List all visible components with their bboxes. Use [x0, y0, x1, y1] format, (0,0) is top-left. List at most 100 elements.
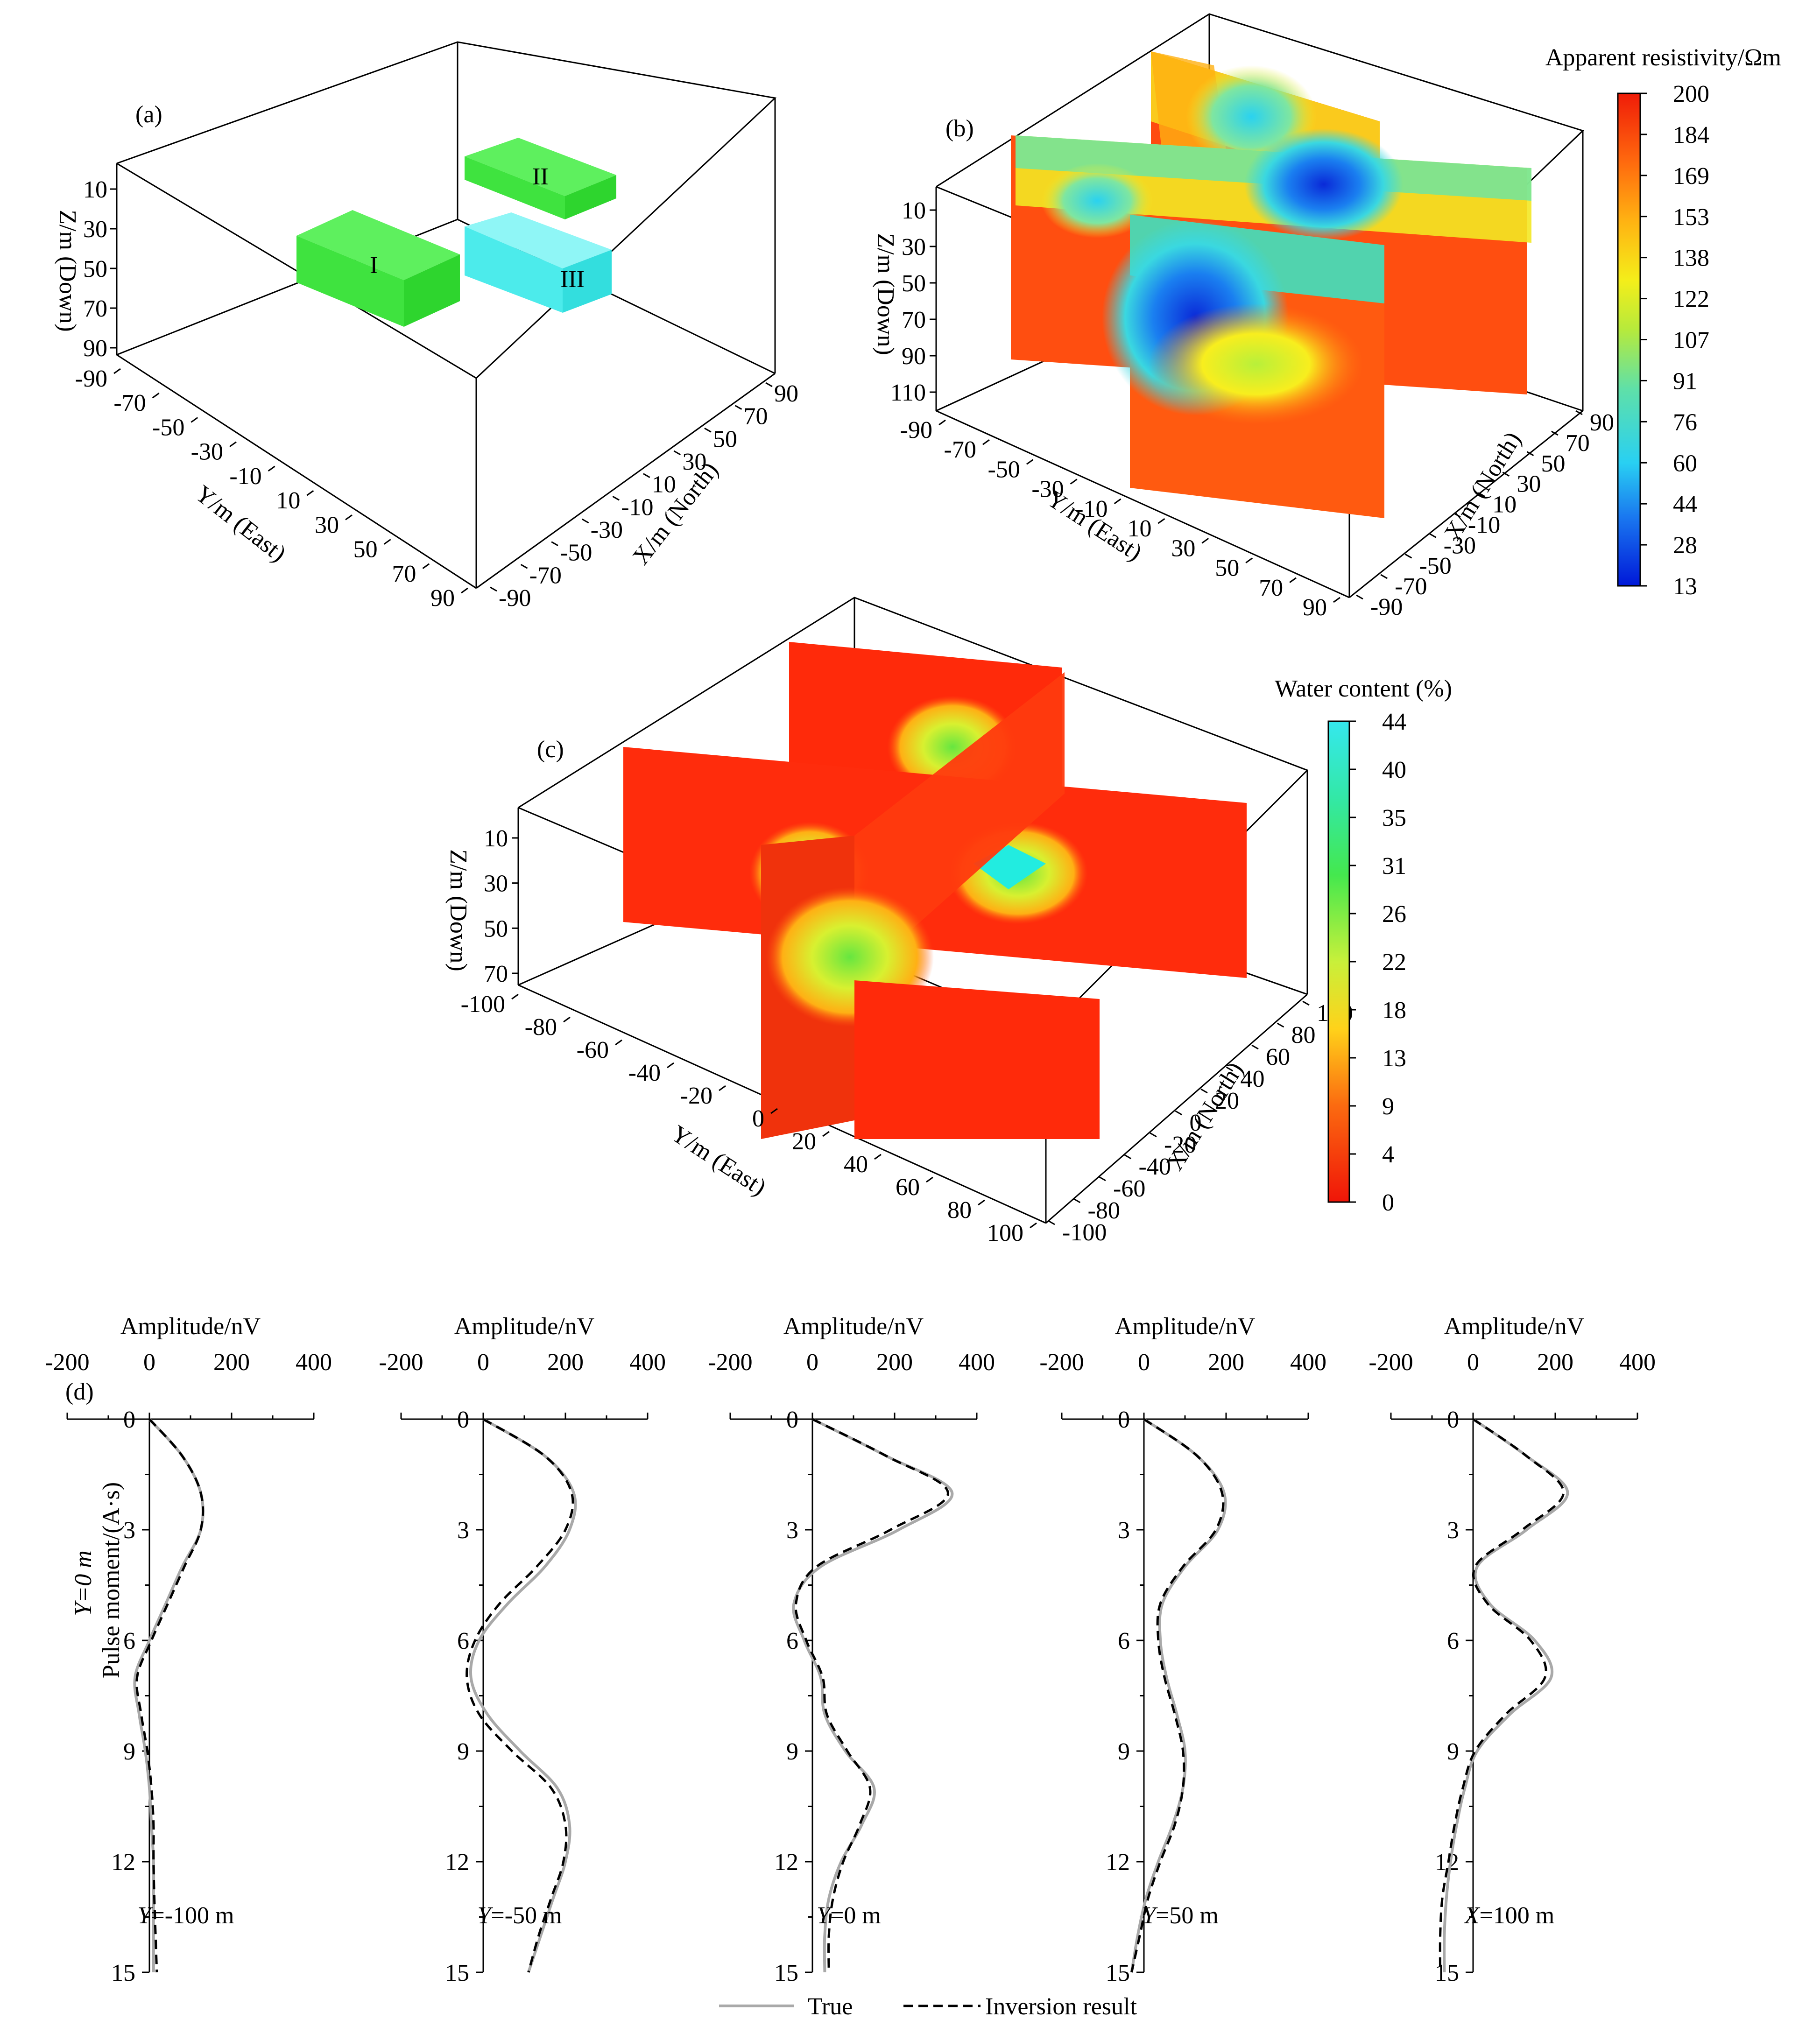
panel-c-z-label: 50	[484, 915, 508, 942]
panel-c-z-label: 70	[484, 961, 508, 987]
subplot-y-tick-label: 9	[786, 1738, 798, 1765]
caption-var: Y	[1142, 1902, 1158, 1929]
panel-a-y-tick	[268, 465, 275, 472]
colorbar-resistivity-label: 60	[1673, 450, 1697, 477]
subplot-1: Amplitude/nV -200 0 200 400 0 3 6 9 12 15 Y=-100 m	[45, 1313, 332, 1986]
panel-c-x-tick	[1226, 1066, 1234, 1072]
panel-c-z-label: Z/m (Down)	[445, 849, 472, 971]
panel-b-y-ticks: -90 -70 -50 -30 -10 10 30 50 70 90	[900, 417, 1340, 621]
subplot-y-tick-label: 3	[786, 1517, 798, 1544]
panel-c-z-ticks: 10 30 50 70	[484, 825, 518, 987]
panel-b-y-label: 70	[1259, 575, 1283, 601]
panel-d-legend: True Inversion result	[719, 1993, 1137, 2019]
subplot-x-title: Amplitude/nV	[1444, 1313, 1584, 1340]
colorbar-resistivity-label: 184	[1673, 122, 1709, 148]
colorbar-water-ramp	[1327, 720, 1350, 1203]
panel-b-x-tick	[1453, 513, 1461, 518]
panel-a-y-label: -30	[191, 439, 223, 465]
panel-a-x-tick	[520, 564, 528, 569]
panel-a-y-label: -50	[152, 414, 184, 441]
panel-b-x-tick	[1575, 410, 1583, 415]
panel-b-x-label: 30	[1517, 471, 1541, 498]
panel-a-z-label: 50	[83, 256, 107, 282]
caption-value: =-100 m	[151, 1902, 234, 1929]
panel-c-y-tick	[770, 1108, 778, 1114]
panel-c-y-label: -60	[577, 1037, 609, 1063]
inversion-curve	[466, 1418, 574, 1973]
subplot-y-tick-label: 15	[774, 1960, 798, 1986]
panel-a-x-tick	[643, 473, 650, 478]
panel-c-x-tick	[1251, 1044, 1259, 1050]
subplot-x-tick-label: 400	[959, 1349, 995, 1376]
colorbar-resistivity-label: 44	[1673, 491, 1697, 518]
panel-c-y-tick	[1030, 1222, 1037, 1229]
subplot-y-tick-label: 6	[1447, 1628, 1459, 1654]
subplot-2: Amplitude/nV -200 0 200 400 0 3 6 9 12 15 Y=-50 m	[379, 1313, 666, 1986]
panel-b-y-tick	[938, 419, 946, 426]
subplot-y-tick-label: 3	[1118, 1517, 1130, 1544]
subplot-caption: Y=0 m	[817, 1902, 881, 1929]
colorbar-resistivity-label: 153	[1673, 204, 1709, 231]
colorbar-resistivity-ticks: 200 184 169 153 138 122 107 91 76 60 44 28 13	[1640, 81, 1709, 600]
panel-a: (a) I II III	[54, 41, 798, 612]
legend-true-label: True	[808, 1993, 853, 2019]
subplot-x-tick-label: 0	[806, 1349, 818, 1376]
caption-var: Y	[817, 1902, 832, 1929]
caption-value: =50 m	[1156, 1902, 1219, 1929]
panel-b-y-label: 50	[1215, 555, 1239, 582]
subplot-y-tick-label: 6	[123, 1628, 135, 1654]
panel-b-z-label: Z/m (Down)	[872, 233, 899, 355]
subplot-y-tick-label: 12	[111, 1849, 135, 1876]
panel-b-y-tick	[1245, 557, 1253, 563]
panel-a-x-label: 10	[652, 471, 676, 498]
panel-b-x-tick	[1429, 533, 1437, 538]
panel-c-x-label: 0	[1190, 1110, 1202, 1136]
panel-b-y-tick	[1026, 459, 1034, 465]
subplot-y-tick-label: 9	[1118, 1738, 1130, 1765]
subplot-x-tick-label: 200	[1537, 1349, 1573, 1376]
panel-c-x-tick	[1048, 1220, 1055, 1225]
colorbar-resistivity-title: Apparent resistivity/Ωm	[1545, 44, 1781, 71]
panel-a-x-tick	[551, 541, 558, 546]
panel-c-y-tick	[926, 1176, 933, 1183]
subplot-x-tick-label: 0	[477, 1349, 489, 1376]
panel-d-subplots: Amplitude/nV -200 0 200 400 0 3 6 9 12 15 Y =-100 m A…	[45, 1313, 1656, 1986]
panel-b-z-label: 110	[890, 380, 926, 406]
subplot-y-tick-label: 3	[1447, 1517, 1459, 1544]
panel-b-label: (b)	[945, 115, 974, 142]
panel-b-y-tick	[1201, 538, 1209, 544]
panel-a-x-label: 50	[713, 426, 737, 452]
panel-a-x-tick	[490, 586, 497, 592]
panel-a-x-tick	[581, 518, 589, 524]
panel-c-label: (c)	[537, 736, 564, 763]
panel-a-y-tick	[345, 514, 353, 521]
subplot-x-title: Amplitude/nV	[120, 1313, 261, 1340]
subplot-x-tick-label: -200	[1369, 1349, 1413, 1376]
panel-b-x-tick	[1380, 574, 1388, 579]
subplot-y-tick-label: 0	[786, 1407, 798, 1433]
panel-c-x-label: -40	[1139, 1154, 1171, 1180]
panel-a-x-label: 70	[743, 403, 768, 430]
panel-b-x-label: 90	[1590, 409, 1614, 436]
caption-value: =0 m	[830, 1902, 881, 1929]
subplot-x-tick-label: 400	[1619, 1349, 1656, 1376]
panel-c-y-label: 20	[792, 1128, 816, 1155]
panel-c-x-tick	[1073, 1198, 1081, 1203]
subplot-x-tick-label: 0	[1467, 1349, 1479, 1376]
panel-a-y-label: -10	[229, 463, 261, 490]
panel-c-x-label: -20	[1164, 1132, 1196, 1158]
colorbar-resistivity: Apparent resistivity/Ωm 200 184 169 153 138 1…	[1545, 44, 1781, 600]
panel-a-x-label: -90	[499, 585, 531, 612]
subplot-x-tick-label: -200	[45, 1349, 89, 1376]
subplot-x-title: Amplitude/nV	[783, 1313, 924, 1340]
subplot-y-tick-label: 12	[774, 1849, 798, 1876]
panel-b-z-label: 90	[902, 343, 926, 370]
panel-d-y-label: Y=0 m Pulse moment/(A·s)	[70, 1482, 125, 1678]
panel-c-y-label: 0	[752, 1105, 764, 1132]
subplot-y-tick-label: 9	[457, 1738, 469, 1765]
panel-b-x-label: -50	[1419, 553, 1451, 579]
panel-c-y-label: -100	[461, 991, 505, 1018]
panel-b-z-ticks: 10 30 50 70 90 110	[890, 197, 936, 406]
